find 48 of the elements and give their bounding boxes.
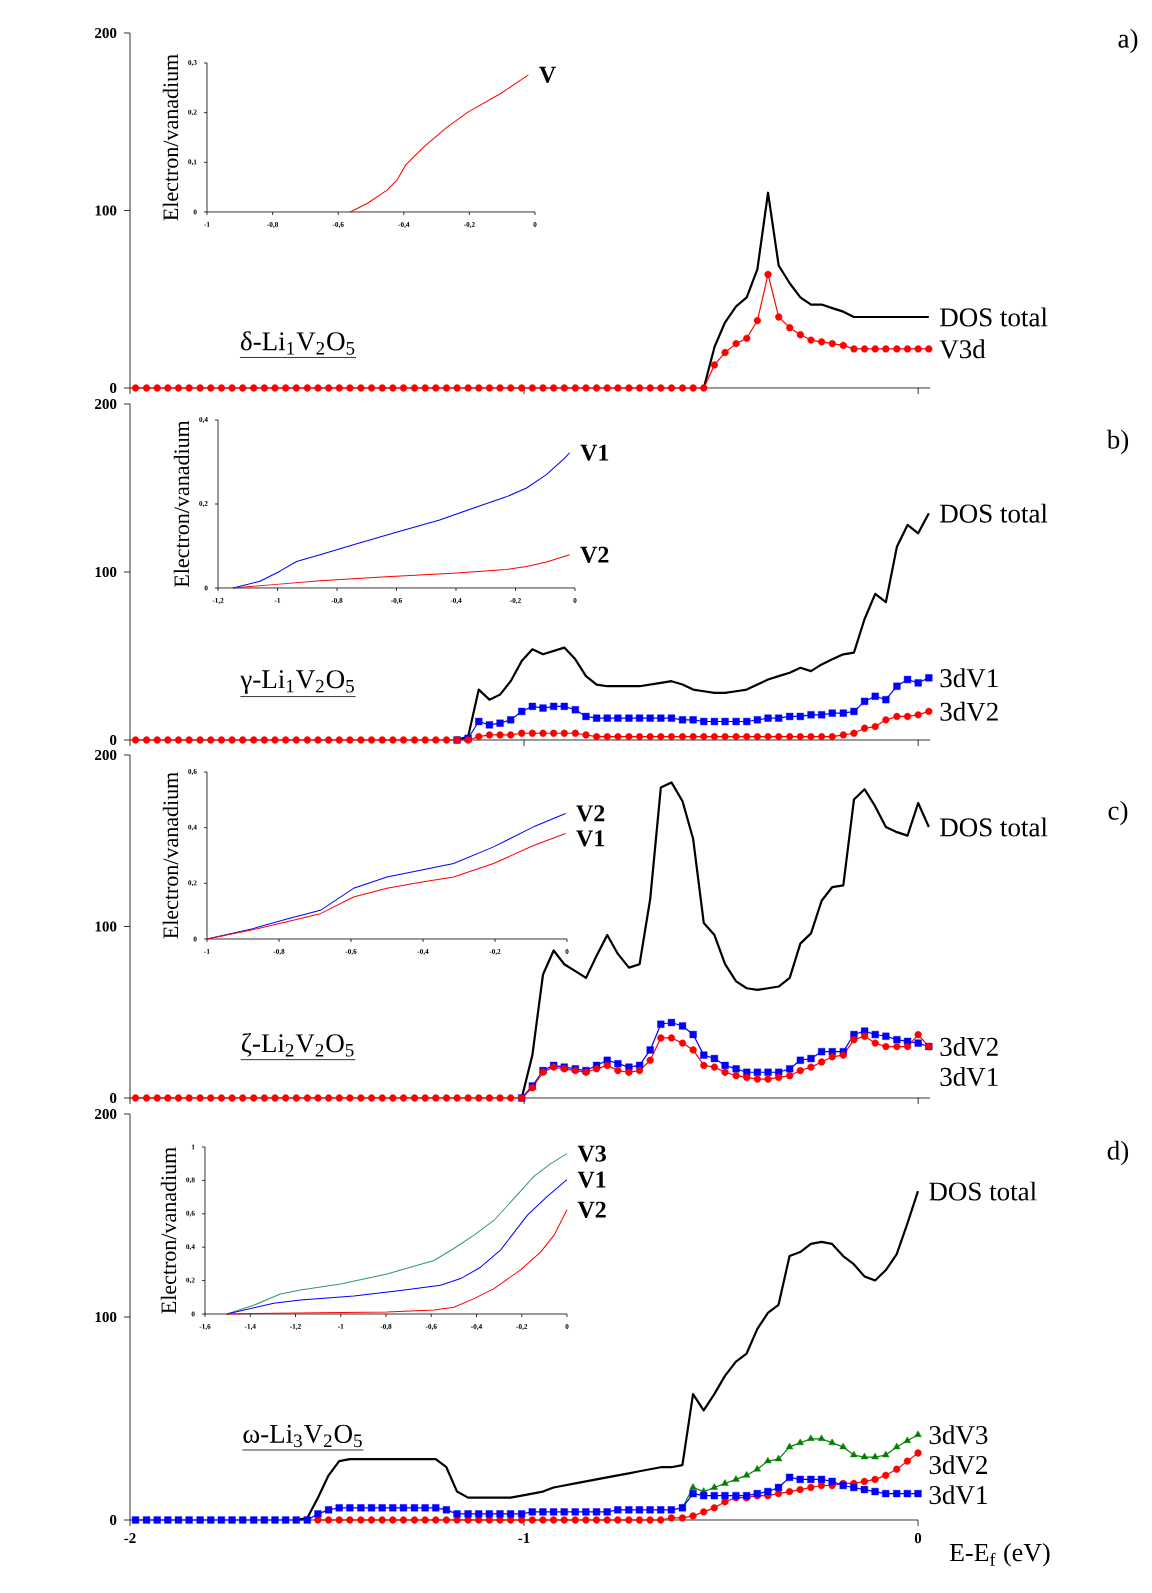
series-label: V2 xyxy=(576,805,605,822)
text: a) xyxy=(1118,28,1138,54)
y-tick-label: 0 xyxy=(110,734,117,746)
series-label: DOS total xyxy=(929,1181,1037,1201)
y-axis-title: Electron/vanadium xyxy=(160,1147,177,1314)
series-label: 3dV1 xyxy=(929,1485,987,1505)
annotation: ω-Li$_{3}$V$_{2}$O$_{5}$ xyxy=(243,1424,362,1448)
text: b) xyxy=(1106,429,1129,455)
y-tick-label: 200 xyxy=(95,27,117,39)
y-tick-label: 100 xyxy=(95,1311,117,1323)
series-label: DOS total xyxy=(940,503,1048,523)
y-tick-label: 0 xyxy=(110,1092,117,1104)
annotation: ζ-Li$_{2}$V$_{2}$O$_{5}$ xyxy=(241,1033,354,1057)
series-label: V1 xyxy=(576,830,605,847)
series-label: 3dV3 xyxy=(929,1425,988,1445)
series-label: V xyxy=(539,66,556,83)
y-tick-label: 200 xyxy=(95,749,117,761)
y-axis-title: Electron/vanadium xyxy=(162,54,179,221)
x-axis-title: E-E$_{f}$ (eV) xyxy=(949,1543,1050,1567)
series-label: V2 xyxy=(577,1201,606,1218)
y-tick-label: 100 xyxy=(95,921,117,932)
y-tick-label: 0 xyxy=(110,1514,117,1526)
series-label: DOS total xyxy=(940,817,1048,837)
annotation: δ-Li$_{1}$V$_{2}$O$_{5}$ xyxy=(240,331,355,355)
series-label: 3dV2 xyxy=(929,1455,987,1475)
series-label: 3dV2 xyxy=(940,1036,998,1057)
series-label: V3 xyxy=(577,1145,606,1162)
x-tick-label: 0 xyxy=(914,1533,922,1544)
series-label: V3d xyxy=(939,339,986,359)
series-label: 3dV1 xyxy=(940,1066,998,1087)
text: d) xyxy=(1107,1140,1129,1166)
series-label: 3dV2 xyxy=(940,701,998,721)
y-tick-label: 100 xyxy=(95,205,117,216)
y-axis-title: Electron/vanadium xyxy=(162,772,179,939)
annotation: γ-Li$_{1}$V$_{2}$O$_{5}$ xyxy=(240,670,354,694)
y-tick-label: 100 xyxy=(95,566,117,578)
series-label: DOS total xyxy=(940,307,1048,327)
series-label: V2 xyxy=(580,546,609,563)
text: c) xyxy=(1108,800,1128,826)
x-tick-label: -1 xyxy=(518,1533,530,1543)
series-label: V1 xyxy=(580,444,609,461)
y-tick-label: 200 xyxy=(95,398,117,410)
series-label: 3dV1 xyxy=(940,668,998,688)
series-label: V1 xyxy=(577,1171,606,1188)
y-axis-title: Electron/vanadium xyxy=(173,420,190,588)
x-tick-label: -2 xyxy=(124,1533,136,1543)
y-tick-label: 200 xyxy=(95,1108,117,1120)
y-tick-label: 0 xyxy=(110,382,117,394)
